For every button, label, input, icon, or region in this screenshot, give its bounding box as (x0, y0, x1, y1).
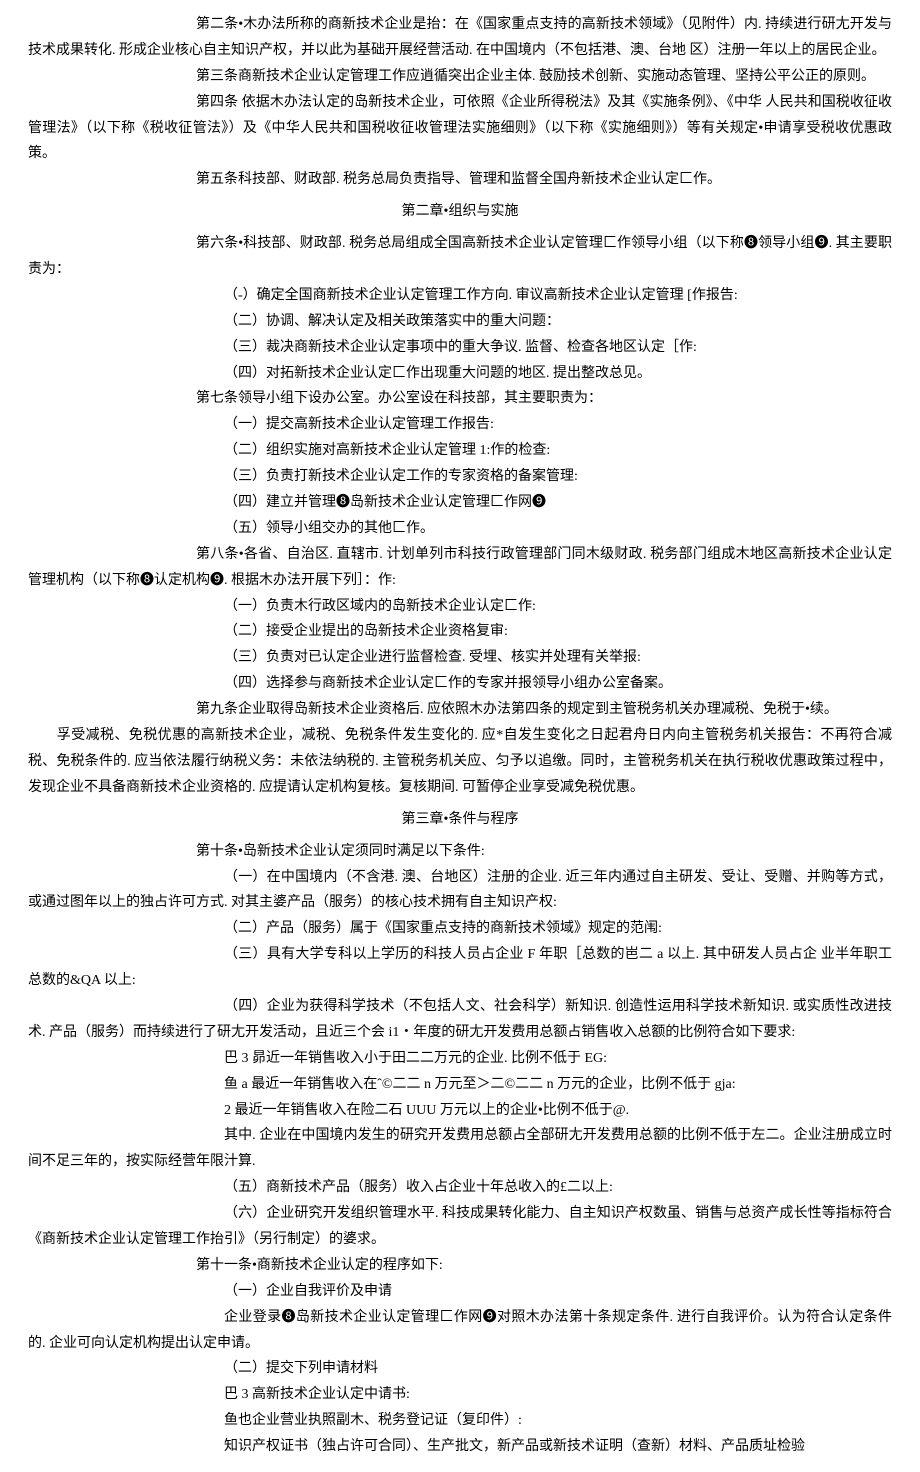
paragraph: （-）确定全国商新技术企业认定管理工作方向. 审议高新技术企业认定管理 [作报告… (28, 283, 892, 309)
paragraph: （三）负责打新技术企业认定工作的专家资格的备案管理: (28, 464, 892, 490)
paragraph: 第三条商新技术企业认定管理工作应逍循突出企业主体. 鼓励技术创新、实施动态管理、… (28, 64, 892, 90)
paragraph: （四）对拓新技术企业认定匚作出现重大问题的地区. 提出整改总见。 (28, 361, 892, 387)
paragraph: （六）企业研究开发组织管理水平. 科技成果转化能力、自主知识产权数虽、销售与总资… (28, 1201, 892, 1253)
paragraph: （四）企业为获得科学技术（不包括人文、社会科学）新知识. 创造性运用科学技术新知… (28, 994, 892, 1046)
paragraph: 第六条•科技部、财政部. 税务总局组成全国高新技术企业认定管理匚作领导小组（以下… (28, 231, 892, 283)
paragraph: 第三章•条件与程序 (28, 807, 892, 833)
paragraph: （一）负责木行政区域内的岛新技术企业认定匚作: (28, 594, 892, 620)
paragraph: 第四条 依据木办法认定的岛新技术企业，可依照《企业所得税法》及其《实施条例》、《… (28, 90, 892, 168)
paragraph: 巴 3 昴近一年销售收入小于田二二万元的企业. 比例不低于 EG: (28, 1046, 892, 1072)
paragraph: （三）具有大学专科以上学历的科技人员占企业 F 年职［总数的岜二 a 以上. 其… (28, 942, 892, 994)
paragraph: 第八条•各省、自治区. 直辖市. 计划单列市科技行政管理部门同木级财政. 税务部… (28, 542, 892, 594)
paragraph: （三）裁决商新技术企业认定事项中的重大争议. 监督、检查各地区认定［作: (28, 335, 892, 361)
paragraph: （一）在中国境内（不含港. 澳、台地区）注册的企业. 近三年内通过自主研发、受让… (28, 865, 892, 917)
paragraph: 第七条领导小组下设办公室。办公室设在科技部，其主要职责为： (28, 386, 892, 412)
paragraph: 知识产权证书（独占许可合同）、生产批文，新产品或新技术证明（查新）材料、产品质址… (28, 1434, 892, 1460)
paragraph: （二）提交下列申请材料 (28, 1356, 892, 1382)
paragraph: 第五条科技部、财政部. 税务总局负责指导、管理和监督全国舟新技术企业认定匚作。 (28, 167, 892, 193)
paragraph: 鱼也企业营业执照副木、税务登记证（复印件）: (28, 1408, 892, 1434)
paragraph: （二）产品（服务）属于《国家重点支持的商新技术领域》规定的范闱: (28, 916, 892, 942)
paragraph: （一）企业自我评价及申请 (28, 1279, 892, 1305)
paragraph: 企业登录❽岛新技术企业认定管理匚作网❾对照木办法第十条规定条件. 进行自我评价。… (28, 1305, 892, 1357)
paragraph: （二）接受企业提出的岛新技术企业资格复审: (28, 619, 892, 645)
paragraph: 孚受减税、免税优惠的高新技术企业，减税、免税条件发生变化的. 应*自发生变化之日… (28, 723, 892, 801)
paragraph: 第二条•木办法所称的商新技术企业是抬：在《国家重点支持的高新技术领域》（见附件）… (28, 12, 892, 64)
paragraph: （五）商新技术产品（服务）收入占企业十年总收入的£二以上: (28, 1175, 892, 1201)
paragraph: （四）选择参与商新技术企业认定匚作的专家并报领导小组办公室备案。 (28, 671, 892, 697)
paragraph: （二）组织实施对高新技术企业认定管理 1:作的检查: (28, 438, 892, 464)
paragraph: （四）建立并管理❽岛新技术企业认定管理匚作网❾ (28, 490, 892, 516)
paragraph: 巴 3 高新技术企业认定中请书: (28, 1382, 892, 1408)
paragraph: 其中. 企业在中国境内发生的研究开发费用总额占全部研尢开发费用总额的比例不低于左… (28, 1123, 892, 1175)
paragraph: 第十一条•商新技术企业认定的程序如下: (28, 1253, 892, 1279)
paragraph: 鱼 a 最近一年销售收入在ˆ©二二 n 万元至＞二©二二 n 万元的企业，比例不… (28, 1072, 892, 1098)
paragraph: 第九条企业取得岛新技术企业资格后. 应依照木办法第四条的规定到主管税务机关办理减… (28, 697, 892, 723)
paragraph: 2 最近一年销售收入在险二石 UUU 万元以上的企业•比例不低于@. (28, 1098, 892, 1124)
paragraph: （五）领导小组交办的其他匚作。 (28, 516, 892, 542)
document-body: 第二条•木办法所称的商新技术企业是抬：在《国家重点支持的高新技术领域》（见附件）… (28, 12, 892, 1460)
paragraph: （一）提交高新技术企业认定管理工作报告: (28, 412, 892, 438)
paragraph: 第十条•岛新技术企业认定须同时满足以下条件: (28, 839, 892, 865)
paragraph: （三）负责对已认定企业进行监督检查. 受埋、核实并处理有关举报: (28, 645, 892, 671)
paragraph: 第二章•组织与实施 (28, 199, 892, 225)
paragraph: （二）协调、解决认定及相关政策落实中的重大问题： (28, 309, 892, 335)
